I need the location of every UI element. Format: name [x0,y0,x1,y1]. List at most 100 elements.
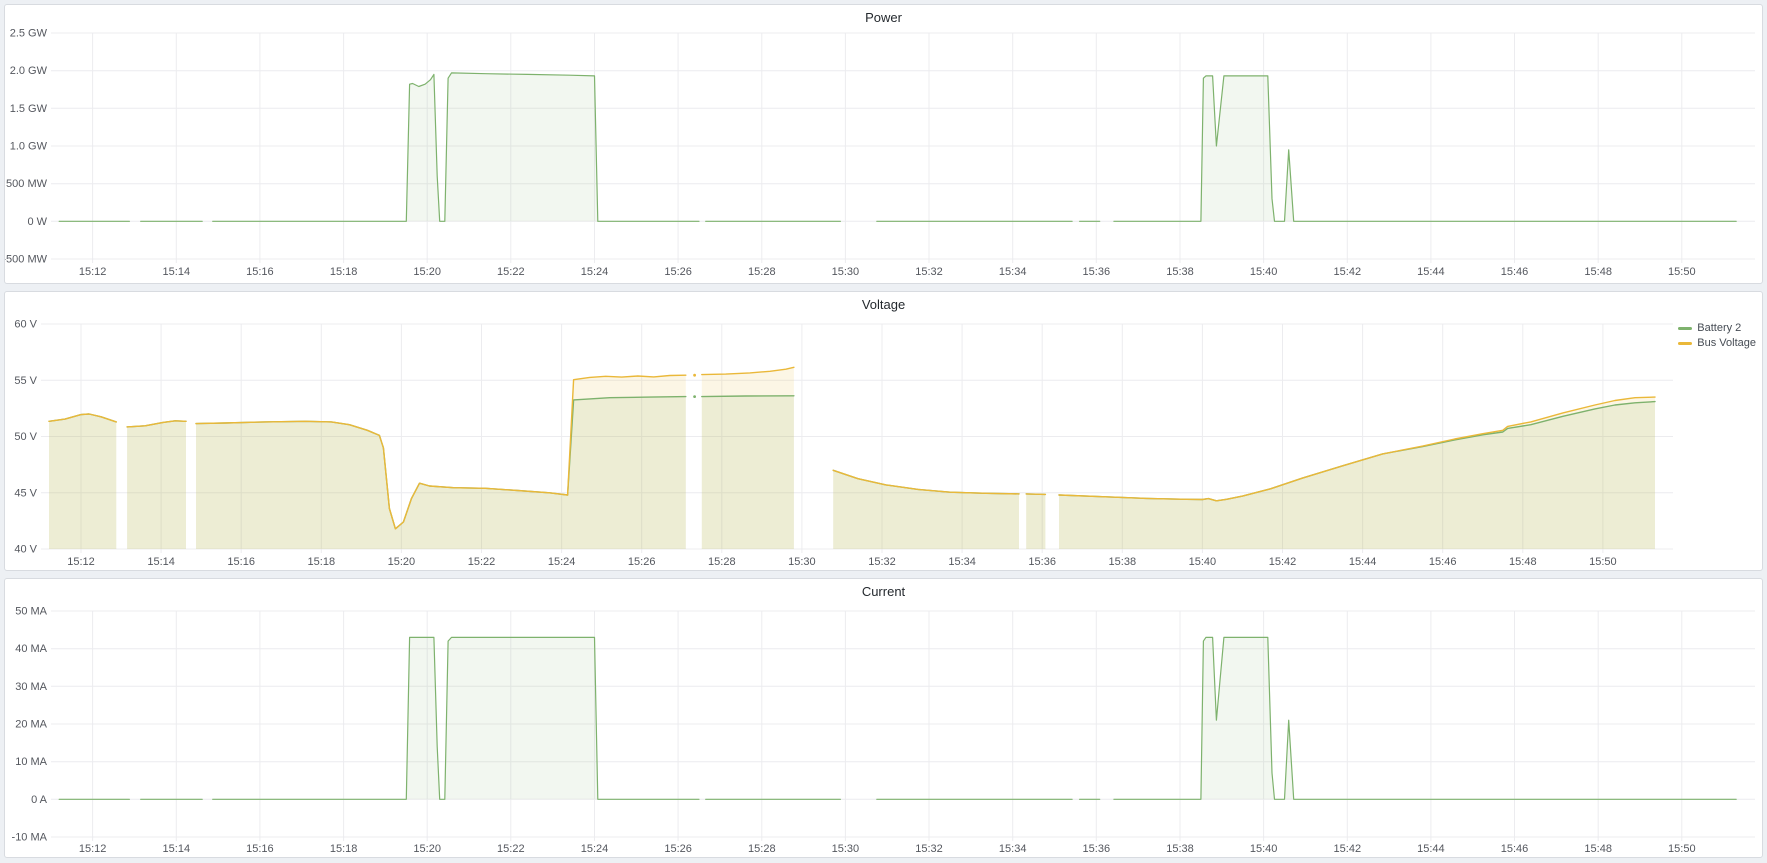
x-tick-label: 15:18 [308,556,336,568]
x-tick-label: 15:48 [1584,266,1612,278]
x-tick-label: 15:24 [581,266,609,278]
y-tick-label: 0 A [31,794,48,806]
x-tick-label: 15:22 [497,843,525,855]
x-tick-label: 15:50 [1668,266,1696,278]
voltage-chart[interactable]: 60 V 55 V 50 V 45 V 40 V 15:12 15:14 15:16 15:18… [5,292,1762,570]
y-tick-label: 50 V [14,431,37,443]
x-tick-label: 15:20 [388,556,416,568]
series-line-Current[interactable] [1113,636,1737,800]
x-tick-label: 15:32 [868,556,896,568]
x-tick-label: 15:50 [1668,843,1696,855]
x-tick-label: 15:16 [246,266,274,278]
panel-title-current[interactable]: Current [861,584,906,599]
y-tick-label: 50 MA [15,606,47,618]
series-line-Power[interactable] [212,72,700,222]
series-line-Battery 2[interactable] [701,395,795,398]
x-tick-label: 15:32 [915,266,943,278]
x-tick-label: 15:42 [1334,843,1362,855]
y-tick-label: 40 V [14,544,37,556]
y-tick-label: 40 MA [15,643,47,655]
series-fill-Bus Voltage [1026,493,1046,549]
legend-swatch-icon [1678,341,1693,345]
legend-item-bus-voltage[interactable]: Bus Voltage [1678,337,1756,349]
x-tick-label: 15:44 [1417,843,1445,855]
series-fill-Bus Voltage [196,375,686,549]
power-plot-svg: 2.5 GW 2.0 GW 1.5 GW 1.0 GW 500 MW 0 W -500 MW… [5,28,1755,278]
series-line-Bus Voltage[interactable] [48,413,117,423]
power-chart[interactable]: 2.5 GW 2.0 GW 1.5 GW 1.0 GW 500 MW 0 W -500 MW… [5,5,1762,283]
series-fill-Bus Voltage [1059,397,1655,549]
x-tick-label: 15:40 [1250,843,1278,855]
x-tick-label: 15:48 [1509,556,1537,568]
x-tick-label: 15:40 [1250,266,1278,278]
series-line-Bus Voltage[interactable] [832,469,1020,495]
x-tick-label: 15:36 [1083,266,1111,278]
series-line-Power[interactable] [1113,75,1737,222]
current-plot-svg: 50 MA 40 MA 30 MA 20 MA 10 MA 0 A -10 MA 15:12 1… [12,606,1755,855]
x-tick-label: 15:36 [1083,843,1111,855]
x-tick-label: 15:24 [548,556,576,568]
x-tick-label: 15:14 [163,266,191,278]
x-tick-label: 15:46 [1429,556,1457,568]
x-tick-label: 15:46 [1501,843,1529,855]
series-fill-Battery 2 [1059,401,1655,549]
x-tick-label: 15:44 [1417,266,1445,278]
x-tick-label: 15:26 [628,556,656,568]
series-line-Bus Voltage[interactable] [1058,396,1656,502]
x-tick-label: 15:26 [664,266,692,278]
series-line-Current[interactable] [212,636,700,800]
x-tick-label: 15:38 [1166,843,1194,855]
voltage-plot-svg: 60 V 55 V 50 V 45 V 40 V 15:12 15:14 15:16 15:18… [14,319,1673,568]
x-tick-label: 15:12 [79,266,107,278]
x-tick-label: 15:42 [1269,556,1297,568]
y-tick-label: 45 V [14,487,37,499]
x-tick-label: 15:20 [413,843,441,855]
current-chart[interactable]: 50 MA 40 MA 30 MA 20 MA 10 MA 0 A -10 MA 15:12 1… [5,579,1762,857]
series-fill-Battery 2 [1026,493,1046,549]
panel-title-power[interactable]: Power [865,10,902,25]
series-point-Bus Voltage[interactable] [693,373,696,377]
series-fill-Battery 2 [833,470,1019,549]
series-fill-Current [212,637,699,800]
x-tick-label: 15:34 [999,843,1027,855]
panel-current: Current 50 MA 40 MA 30 MA 20 MA 10 MA 0 A -10 … [4,578,1763,858]
y-tick-label: 55 V [14,375,37,387]
x-tick-label: 15:28 [748,266,776,278]
voltage-legend: Battery 2 Bus Voltage [1678,322,1756,349]
x-tick-label: 15:14 [163,843,191,855]
x-tick-label: 15:26 [664,843,692,855]
x-tick-label: 15:30 [832,843,860,855]
y-tick-label: -500 MW [5,254,48,266]
x-tick-label: 15:20 [413,266,441,278]
x-tick-label: 15:30 [788,556,816,568]
x-tick-label: 15:22 [468,556,496,568]
x-tick-label: 15:18 [330,266,358,278]
series-fill-Power [1113,75,1737,222]
panel-title-voltage[interactable]: Voltage [861,297,906,312]
y-tick-label: 30 MA [15,681,47,693]
series-point-Battery 2[interactable] [693,395,696,398]
x-tick-label: 15:22 [497,266,525,278]
legend-label: Battery 2 [1697,322,1742,334]
series-fill-Battery 2 [196,396,686,549]
series-fill-Battery 2 [701,395,794,549]
series-fill-Current [1113,637,1737,800]
x-tick-label: 15:36 [1028,556,1056,568]
series-line-Bus Voltage[interactable] [1025,493,1047,496]
series-fill-Power [212,72,699,222]
x-tick-label: 15:30 [832,266,860,278]
series-fill-Bus Voltage [49,414,117,549]
series-line-Bus Voltage[interactable] [701,366,795,376]
y-tick-label: 20 MA [15,719,47,731]
x-tick-label: 15:34 [999,266,1027,278]
x-tick-label: 15:24 [581,843,609,855]
series-fill-Battery 2 [49,414,117,549]
series-line-Bus Voltage[interactable] [195,374,687,530]
x-tick-label: 15:46 [1501,266,1529,278]
series-line-Bus Voltage[interactable] [126,420,187,428]
x-tick-label: 15:50 [1589,556,1617,568]
panel-power: Power 2.5 GW 2.0 GW 1.5 GW 1.0 GW 500 MW 0 W -… [4,4,1763,284]
x-tick-label: 15:16 [246,843,274,855]
legend-item-battery-2[interactable]: Battery 2 [1678,322,1756,334]
